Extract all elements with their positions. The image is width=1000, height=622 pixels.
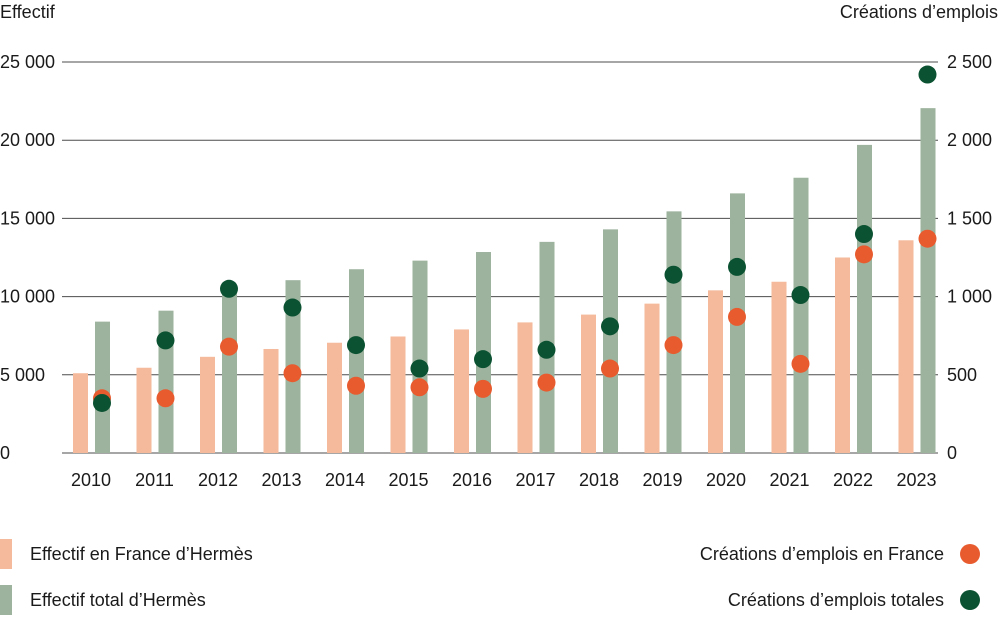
bar bbox=[898, 240, 914, 453]
bar bbox=[222, 292, 237, 453]
x-tick-label: 2012 bbox=[198, 470, 238, 490]
bar bbox=[793, 177, 809, 453]
dot-point bbox=[220, 279, 238, 298]
bar bbox=[263, 348, 279, 453]
legend-dot-france-jobs bbox=[960, 544, 980, 564]
bar-series bbox=[73, 108, 936, 453]
x-tick-label: 2011 bbox=[135, 470, 174, 490]
right-tick-label: 1 500 bbox=[947, 208, 992, 228]
bar bbox=[771, 281, 787, 453]
bar bbox=[517, 322, 533, 453]
legend-label-france-headcount: Effectif en France d’Hermès bbox=[30, 544, 253, 564]
legend-swatch-total-headcount bbox=[0, 585, 12, 615]
dot-point bbox=[728, 307, 746, 326]
dot-point bbox=[156, 331, 175, 350]
bar bbox=[835, 257, 850, 453]
x-tick-label: 2014 bbox=[325, 470, 365, 490]
x-tick-label: 2021 bbox=[769, 470, 809, 490]
dot-point bbox=[601, 359, 619, 378]
bar bbox=[136, 367, 152, 453]
legend-row-2: Effectif total d’Hermès Créations d’empl… bbox=[0, 582, 1000, 622]
left-tick-label: 0 bbox=[0, 443, 10, 463]
bar bbox=[390, 336, 406, 453]
x-tick-label: 2016 bbox=[452, 470, 492, 490]
dot-point bbox=[601, 317, 619, 336]
left-tick-label: 15 000 bbox=[0, 208, 55, 228]
x-tick-label: 2023 bbox=[896, 470, 936, 490]
legend-dot-total-jobs bbox=[960, 590, 980, 610]
dot-point bbox=[791, 354, 810, 373]
legend-swatch-france-headcount bbox=[0, 539, 12, 569]
dot-point bbox=[664, 336, 683, 355]
dot-point bbox=[918, 65, 937, 84]
dot-point bbox=[283, 298, 302, 317]
x-tick-label: 2022 bbox=[833, 470, 873, 490]
right-axis-title: Créations d’emplois bbox=[840, 2, 998, 22]
dot-point bbox=[855, 225, 873, 244]
legend-label-france-jobs: Créations d’emplois en France bbox=[699, 544, 944, 564]
dot-series bbox=[93, 65, 937, 412]
dot-point bbox=[156, 389, 175, 408]
legend-label-total-headcount: Effectif total d’Hermès bbox=[30, 590, 206, 610]
bar bbox=[666, 211, 682, 453]
dot-point bbox=[855, 245, 873, 264]
dot-point bbox=[474, 379, 492, 398]
left-tick-label: 10 000 bbox=[0, 287, 55, 307]
bar bbox=[708, 290, 723, 453]
right-tick-label: 1 000 bbox=[947, 287, 992, 307]
legend-label-total-jobs: Créations d’emplois totales bbox=[727, 590, 944, 610]
left-axis-title: Effectif bbox=[0, 2, 56, 22]
right-tick-label: 0 bbox=[947, 443, 957, 463]
right-tick-label: 2 500 bbox=[947, 52, 992, 72]
bar bbox=[603, 229, 618, 453]
bar bbox=[644, 303, 660, 453]
bar bbox=[454, 329, 469, 453]
x-tick-label: 2015 bbox=[388, 470, 428, 490]
bar bbox=[327, 342, 342, 453]
bar bbox=[920, 108, 936, 453]
bar bbox=[73, 373, 88, 453]
dot-point bbox=[664, 265, 683, 284]
dot-point bbox=[791, 286, 810, 305]
left-tick-label: 25 000 bbox=[0, 52, 55, 72]
right-tick-label: 500 bbox=[947, 365, 977, 385]
dot-point bbox=[537, 340, 556, 359]
tick-labels: 0 5 000 10 000 15 000 20 000 25 000 0 500 1 000 1… bbox=[0, 52, 992, 490]
dot-point bbox=[93, 393, 111, 412]
x-tick-label: 2017 bbox=[515, 470, 555, 490]
dot-point bbox=[347, 336, 365, 355]
legend-row-1: Effectif en France d’Hermès Créations d’… bbox=[0, 534, 1000, 574]
dot-point bbox=[410, 378, 429, 397]
x-tick-label: 2019 bbox=[642, 470, 682, 490]
dot-point bbox=[220, 337, 238, 356]
dot-point bbox=[410, 359, 429, 378]
dot-point bbox=[347, 376, 365, 395]
dot-point bbox=[728, 257, 746, 276]
x-tick-label: 2010 bbox=[71, 470, 111, 490]
bar bbox=[412, 260, 428, 453]
dot-point bbox=[474, 350, 492, 369]
bar bbox=[349, 269, 364, 453]
chart: 0 5 000 10 000 15 000 20 000 25 000 0 500 1 000 1… bbox=[0, 2, 998, 490]
x-tick-label: 2013 bbox=[261, 470, 301, 490]
right-tick-label: 2 000 bbox=[947, 130, 992, 150]
bar bbox=[95, 321, 110, 453]
left-tick-label: 20 000 bbox=[0, 130, 55, 150]
dot-point bbox=[283, 364, 302, 383]
x-tick-label: 2020 bbox=[706, 470, 746, 490]
left-tick-label: 5 000 bbox=[0, 365, 45, 385]
x-tick-label: 2018 bbox=[579, 470, 619, 490]
bar bbox=[581, 314, 596, 453]
dot-point bbox=[918, 229, 937, 248]
dot-point bbox=[537, 373, 556, 392]
bar bbox=[857, 144, 872, 453]
bar bbox=[200, 356, 215, 453]
